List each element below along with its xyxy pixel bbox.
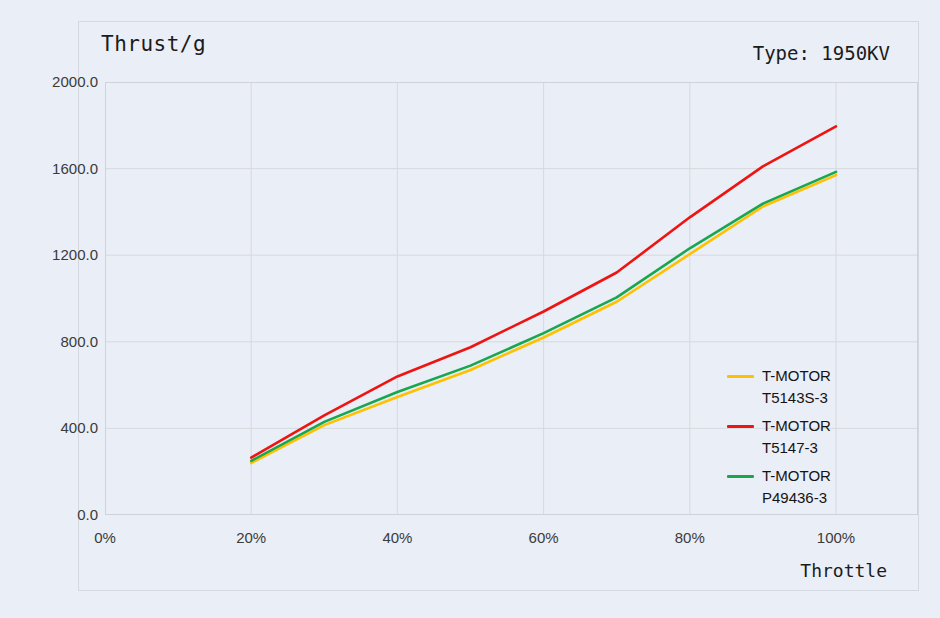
legend-swatch-yellow xyxy=(727,375,754,378)
x-tick-label: 20% xyxy=(211,529,291,546)
x-tick-label: 0% xyxy=(65,529,145,546)
legend: T-MOTOR T5143S-3 T-MOTOR T5147-3 T-MOTOR… xyxy=(727,365,831,515)
legend-swatch-red xyxy=(727,425,754,428)
legend-series-name: T-MOTOR xyxy=(762,465,831,487)
y-tick-label: 800.0 xyxy=(18,332,98,352)
y-tick-label: 1200.0 xyxy=(18,245,98,265)
legend-item: T-MOTOR T5147-3 xyxy=(727,415,831,459)
x-axis-label: Throttle xyxy=(800,560,887,581)
legend-series-model: T5143S-3 xyxy=(762,387,831,409)
y-tick-label: 1600.0 xyxy=(18,159,98,179)
y-tick-label: 2000.0 xyxy=(18,72,98,92)
x-tick-label: 40% xyxy=(357,529,437,546)
legend-item: T-MOTOR T5143S-3 xyxy=(727,365,831,409)
motor-type-label: Type: 1950KV xyxy=(753,42,890,64)
legend-series-name: T-MOTOR xyxy=(762,415,831,437)
x-tick-label: 80% xyxy=(650,529,730,546)
y-axis-title: Thrust/g xyxy=(101,32,206,56)
x-tick-label: 60% xyxy=(504,529,584,546)
y-tick-label: 400.0 xyxy=(18,418,98,438)
legend-item: T-MOTOR P49436-3 xyxy=(727,465,831,509)
plot-area xyxy=(0,0,940,618)
x-tick-label: 100% xyxy=(796,529,876,546)
y-tick-label: 0.0 xyxy=(18,505,98,525)
legend-series-name: T-MOTOR xyxy=(762,365,831,387)
legend-swatch-green xyxy=(727,475,754,478)
legend-series-model: P49436-3 xyxy=(762,487,831,509)
thrust-throttle-chart: { "page": { "background": "#e9eef7" }, "… xyxy=(0,0,940,618)
legend-series-model: T5147-3 xyxy=(762,437,831,459)
